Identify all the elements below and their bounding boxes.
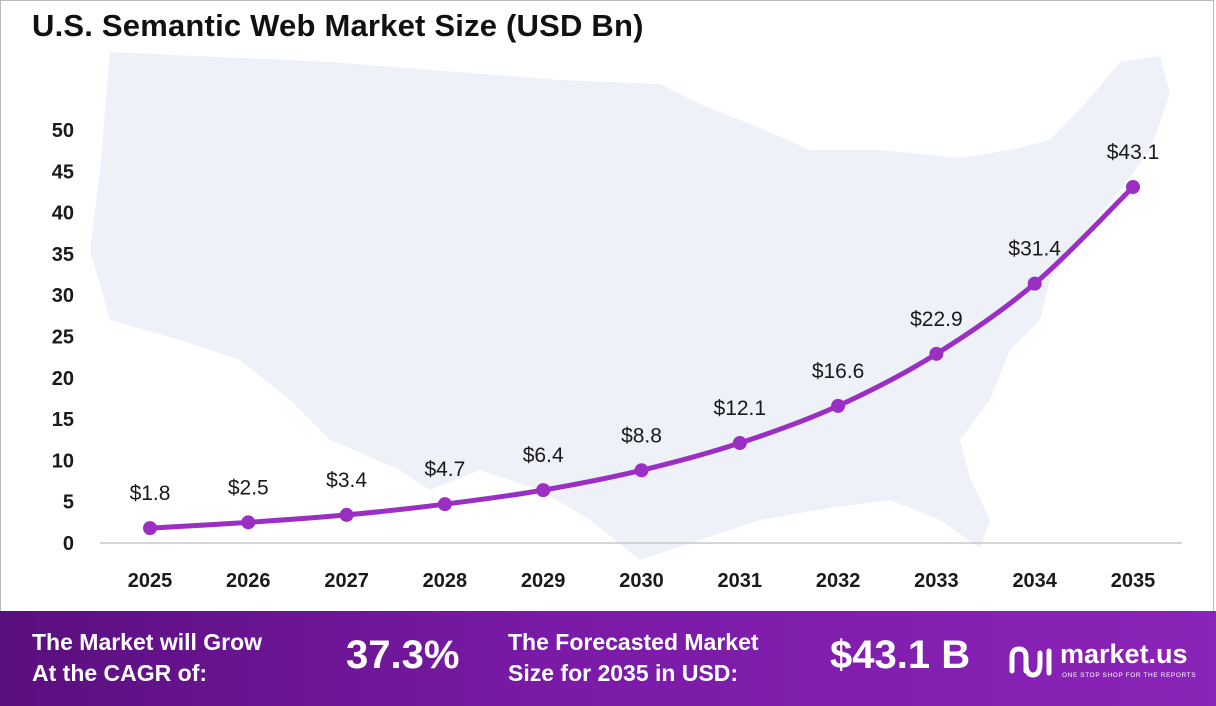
- data-labels-group: $1.8 $2.5 $3.4 $4.7 $6.4 $8.8 $12.1 $16.6 $22.9 $…: [130, 141, 1160, 505]
- data-point: [634, 463, 649, 478]
- logo-tagline: ONE STOP SHOP FOR THE REPORTS: [1062, 672, 1197, 679]
- x-tick-label: 2025: [128, 570, 173, 592]
- market-us-logo-icon: [1009, 646, 1052, 678]
- y-tick-label: 10: [52, 450, 74, 472]
- y-tick-label: 35: [52, 244, 74, 266]
- logo-name: market.us: [1060, 639, 1188, 669]
- data-label: $1.8: [130, 482, 171, 505]
- x-tick-label: 2034: [1012, 570, 1057, 592]
- x-tick-label: 2030: [619, 570, 664, 592]
- us-map-background: [90, 52, 1170, 560]
- y-tick-label: 20: [52, 368, 74, 390]
- data-label: $3.4: [326, 469, 367, 492]
- y-tick-label: 25: [52, 327, 74, 349]
- data-label: $4.7: [424, 458, 465, 481]
- data-point: [241, 515, 256, 530]
- data-label: $22.9: [910, 308, 963, 331]
- cagr-label: The Market will Grow At the CAGR of:: [32, 627, 262, 689]
- y-ticks-group: 0 5 10 15 20 25 30 35 40 45 50: [52, 120, 74, 555]
- data-label: $6.4: [523, 444, 564, 467]
- series-line: [147, 184, 1136, 531]
- y-tick-label: 0: [63, 533, 74, 555]
- forecast-label-line2: Size for 2035 in USD:: [508, 660, 739, 686]
- cagr-value: 37.3%: [346, 633, 460, 677]
- data-label: $2.5: [228, 476, 269, 499]
- y-tick-label: 5: [63, 492, 74, 514]
- x-labels-group: 2025 2026 2027 2028 2029 2030 2031 2032 2033 2034…: [128, 570, 1156, 592]
- y-tick-label: 45: [52, 161, 74, 183]
- x-tick-label: 2032: [816, 570, 861, 592]
- forecast-label-line1: The Forecasted Market: [508, 629, 759, 655]
- data-point: [831, 398, 846, 413]
- series-group: [143, 179, 1140, 536]
- x-tick-label: 2028: [423, 570, 468, 592]
- data-label: $43.1: [1107, 141, 1160, 164]
- data-point: [929, 346, 944, 361]
- data-point: [536, 483, 551, 498]
- x-tick-label: 2033: [914, 570, 959, 592]
- data-label: $8.8: [621, 424, 662, 447]
- x-tick-label: 2031: [718, 570, 763, 592]
- y-tick-label: 50: [52, 120, 74, 142]
- chart-title: U.S. Semantic Web Market Size (USD Bn): [32, 8, 644, 43]
- x-tick-label: 2027: [324, 570, 369, 592]
- market-us-logo[interactable]: market.us ONE STOP SHOP FOR THE REPORTS: [1008, 639, 1208, 683]
- data-point: [1126, 179, 1140, 194]
- data-label: $31.4: [1008, 238, 1061, 261]
- data-point: [1027, 276, 1042, 291]
- data-label: $16.6: [812, 360, 865, 383]
- footer-banner: The Market will Grow At the CAGR of: 37.…: [0, 611, 1216, 706]
- cagr-label-line1: The Market will Grow: [32, 629, 263, 655]
- x-tick-label: 2029: [521, 570, 566, 592]
- x-tick-label: 2026: [226, 570, 271, 592]
- data-point: [339, 507, 354, 522]
- x-tick-label: 2035: [1111, 570, 1156, 592]
- data-label: $12.1: [714, 397, 767, 420]
- y-tick-label: 30: [52, 285, 74, 307]
- data-point: [732, 436, 747, 451]
- data-point: [437, 497, 452, 512]
- y-tick-label: 15: [52, 409, 74, 431]
- forecast-label: The Forecasted Market Size for 2035 in U…: [508, 627, 759, 689]
- cagr-label-line2: At the CAGR of:: [32, 660, 208, 686]
- forecast-value: $43.1 B: [830, 633, 971, 677]
- data-point: [143, 521, 157, 536]
- y-tick-label: 40: [52, 203, 74, 225]
